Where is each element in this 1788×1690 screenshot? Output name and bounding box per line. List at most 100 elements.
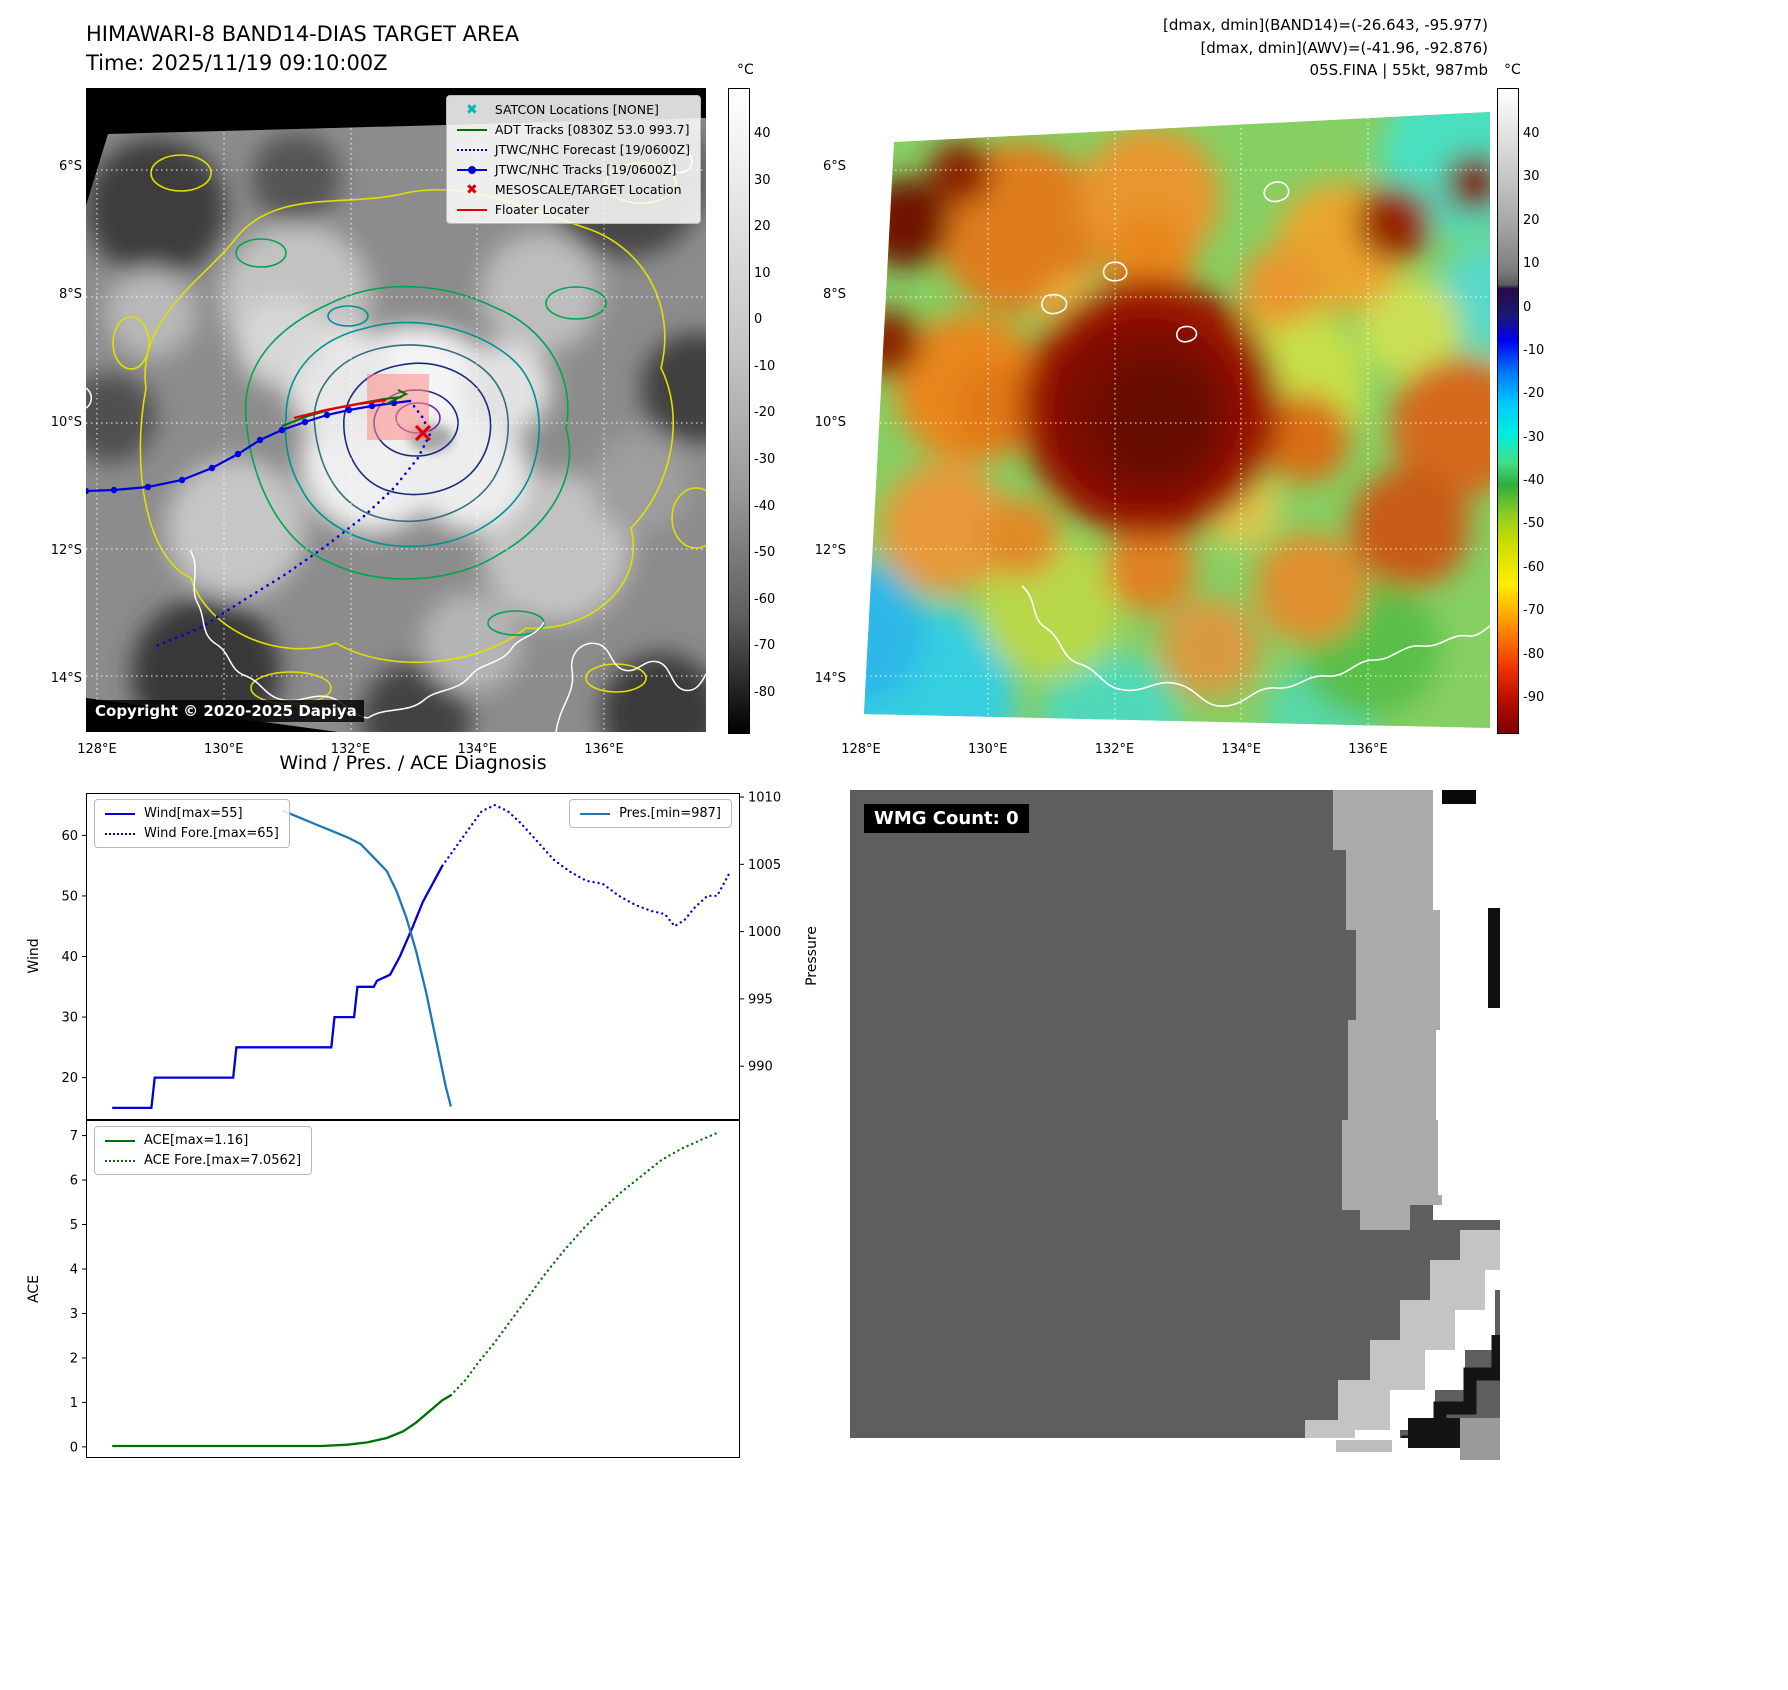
wind-axis-label: Wind xyxy=(26,938,42,974)
tick-label: 40 xyxy=(754,126,771,141)
adt-line-icon xyxy=(456,128,487,131)
legend-item-ace: ACE[max=1.16] xyxy=(105,1133,301,1148)
band14-panel-title: HIMAWARI-8 BAND14-DIAS TARGET AREA Time:… xyxy=(86,20,519,79)
svg-text:40: 40 xyxy=(61,950,78,965)
svg-text:30: 30 xyxy=(61,1011,78,1026)
color-ir-image xyxy=(864,112,1490,728)
tick-label: 10°S xyxy=(814,415,846,430)
band14-colorbar xyxy=(728,88,750,734)
legend-label: ACE[max=1.16] xyxy=(144,1133,249,1148)
tick-label: -10 xyxy=(754,358,776,374)
diagnostics-header: [dmax, dmin](BAND14)=(-26.643, -95.977) … xyxy=(1163,14,1488,82)
legend-label: Floater Locater xyxy=(494,202,590,217)
copyright-label: Copyright © 2020-2025 Dapiya xyxy=(88,700,364,722)
tick-label: 128°E xyxy=(77,742,117,757)
band14-colorbar-unit: °C xyxy=(737,62,754,78)
tick-label: 136°E xyxy=(1348,742,1388,757)
legend-label: JTWC/NHC Forecast [19/0600Z] xyxy=(494,142,690,157)
legend-item-pressure: Pres.[min=987] xyxy=(580,806,721,821)
jtwc-track-line xyxy=(86,399,411,493)
forecast-dotted-line-icon xyxy=(456,148,487,151)
ace-plot: 0 1 2 3 4 5 6 7 xyxy=(70,1120,740,1458)
track-line-dot-icon xyxy=(456,165,487,174)
tick-label: 130°E xyxy=(967,742,1008,757)
svg-text:995: 995 xyxy=(748,992,773,1007)
diagnosis-chart-title: Wind / Pres. / ACE Diagnosis xyxy=(279,752,547,774)
tick-label: -40 xyxy=(754,498,776,514)
color-ir-colorbar xyxy=(1497,88,1519,734)
svg-text:7: 7 xyxy=(70,1129,78,1144)
page-title: HIMAWARI-8 BAND14-DIAS TARGET AREA xyxy=(86,22,520,46)
tick-label: -50 xyxy=(754,545,776,561)
map-legend: ✖ SATCON Locations [NONE] ADT Tracks [08… xyxy=(445,95,701,224)
tick-label: 10°S xyxy=(50,415,82,430)
svg-text:4: 4 xyxy=(70,1262,78,1277)
storm-id-intensity: 05S.FINA | 55kt, 987mb xyxy=(1309,61,1488,79)
jtwc-track-points xyxy=(86,399,398,495)
wmg-panel: WMG Count: 0 xyxy=(850,790,1500,1460)
dmax-dmin-awv: [dmax, dmin](AWV)=(-41.96, -92.876) xyxy=(1200,38,1488,57)
mesoscale-x-icon: ✖ xyxy=(465,181,478,198)
wind-forecast-dotted-icon xyxy=(105,832,135,835)
legend-item-adt: ADT Tracks [0830Z 53.0 993.7] xyxy=(456,122,690,137)
wind-line-icon xyxy=(105,812,135,815)
dmax-dmin-band14: [dmax, dmin](BAND14)=(-26.643, -95.977) xyxy=(1163,16,1488,34)
svg-text:3: 3 xyxy=(70,1307,78,1322)
tick-label: 10 xyxy=(754,265,771,281)
tick-label: 14°S xyxy=(50,671,82,686)
legend-item-satcon: ✖ SATCON Locations [NONE] xyxy=(457,102,690,117)
tick-label: -20 xyxy=(754,405,776,421)
legend-item-wind-forecast: Wind Fore.[max=65] xyxy=(105,826,279,841)
tick-label: -80 xyxy=(754,684,776,700)
tick-label: 134°E xyxy=(1221,742,1262,757)
graticule xyxy=(864,112,1490,728)
tick-label: 30 xyxy=(1523,169,1540,185)
ace-line-icon xyxy=(105,1139,135,1142)
legend-label: ACE Fore.[max=7.0562] xyxy=(144,1153,302,1168)
svg-text:990: 990 xyxy=(748,1060,773,1075)
pressure-line-icon xyxy=(580,812,611,815)
svg-text:0: 0 xyxy=(70,1440,78,1455)
svg-text:1000: 1000 xyxy=(748,925,781,940)
floater-line-icon xyxy=(456,208,487,211)
tick-label: -50 xyxy=(1523,516,1545,532)
tick-label: 30 xyxy=(754,172,771,188)
tick-label: 12°S xyxy=(814,543,846,558)
tick-label: 12°S xyxy=(50,543,82,558)
tick-label: -30 xyxy=(1523,429,1545,445)
pressure-legend: Pres.[min=987] xyxy=(569,799,732,828)
wmg-count-label: WMG Count: 0 xyxy=(864,804,1029,833)
ace-forecast-dotted-icon xyxy=(105,1159,135,1162)
tick-label: 8°S xyxy=(822,287,846,302)
tick-label: -70 xyxy=(1523,603,1545,619)
tick-label: 40 xyxy=(1523,126,1540,141)
legend-item-wind: Wind[max=55] xyxy=(105,806,279,821)
time-label: Time: 2025/11/19 09:10:00Z xyxy=(86,51,388,76)
tick-label: 14°S xyxy=(814,671,846,686)
color-ir-lon-axis: 128°E 130°E 132°E 134°E 136°E xyxy=(834,742,1395,762)
tick-label: -40 xyxy=(1523,473,1545,488)
svg-text:50: 50 xyxy=(61,889,78,904)
adt-track-branch xyxy=(385,389,409,405)
svg-text:1: 1 xyxy=(70,1396,78,1411)
wind-legend: Wind[max=55] Wind Fore.[max=65] xyxy=(94,799,290,848)
mesoscale-x-marker xyxy=(414,424,432,442)
legend-label: JTWC/NHC Tracks [19/0600Z] xyxy=(494,162,677,177)
svg-text:5: 5 xyxy=(70,1218,78,1233)
legend-label: Wind[max=55] xyxy=(144,806,243,821)
tick-label: 20 xyxy=(754,219,771,235)
tick-label: 6°S xyxy=(822,159,846,174)
tick-label: -30 xyxy=(754,452,776,468)
tick-label: 0 xyxy=(1523,299,1532,315)
legend-label: ADT Tracks [0830Z 53.0 993.7] xyxy=(494,122,690,137)
tick-label: -80 xyxy=(1523,646,1545,662)
tick-label: -10 xyxy=(1523,342,1545,358)
tick-label: 132°E xyxy=(1094,742,1135,757)
svg-text:1005: 1005 xyxy=(748,858,781,873)
color-ir-lat-axis: 6°S 8°S 10°S 12°S 14°S xyxy=(798,160,846,686)
pressure-axis-label: Pressure xyxy=(804,926,820,986)
tick-label: 20 xyxy=(1523,212,1540,228)
tick-label: 10 xyxy=(1523,256,1540,272)
tick-label: 0 xyxy=(754,312,763,328)
band14-colorbar-ticks: 40 30 20 10 0 -10 -20 -30 -40 -50 -60 -70 -80 xyxy=(754,127,794,700)
